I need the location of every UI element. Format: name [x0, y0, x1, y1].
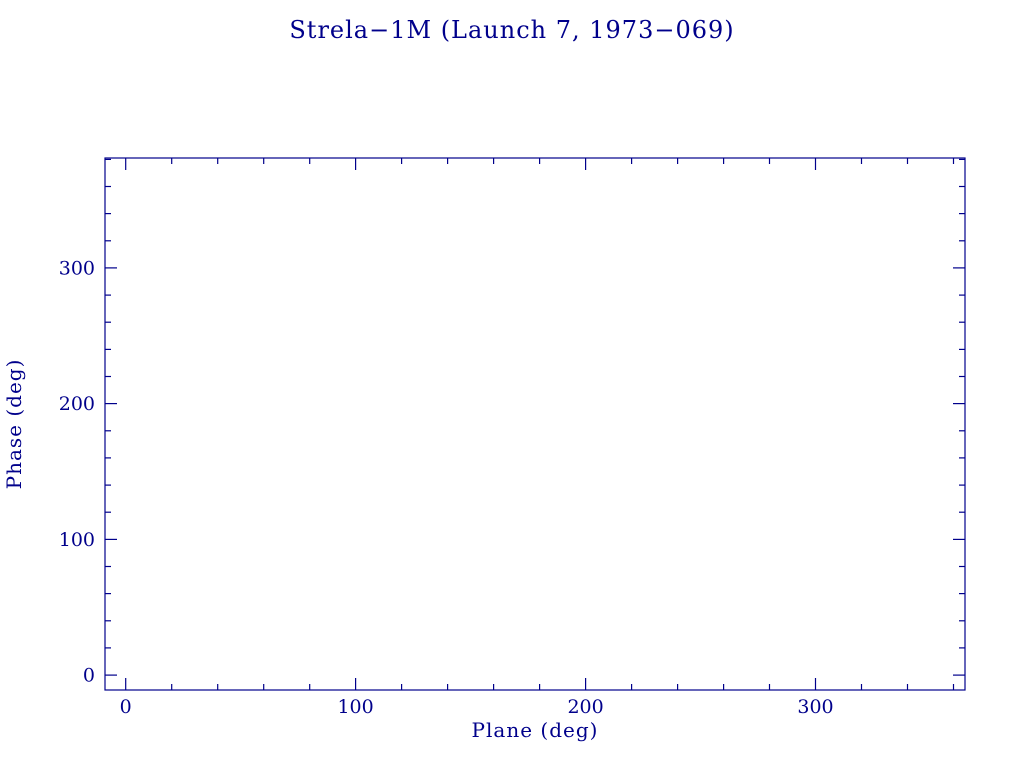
tick-marks	[105, 158, 965, 690]
y-tick-label: 300	[59, 257, 95, 279]
tick-labels: 0 100 200 300 0 100 200 300	[59, 257, 834, 718]
y-tick-label: 200	[59, 393, 95, 415]
plot-frame	[104, 157, 966, 691]
x-tick-label: 300	[797, 696, 833, 718]
y-tick-label: 0	[83, 665, 95, 687]
x-tick-label: 0	[120, 696, 132, 718]
y-tick-label: 100	[59, 529, 95, 551]
x-tick-label: 100	[337, 696, 373, 718]
x-tick-label: 200	[567, 696, 603, 718]
x-axis-label: Plane (deg)	[471, 718, 599, 742]
chart-title: Strela−1M (Launch 7, 1973−069)	[289, 16, 735, 44]
